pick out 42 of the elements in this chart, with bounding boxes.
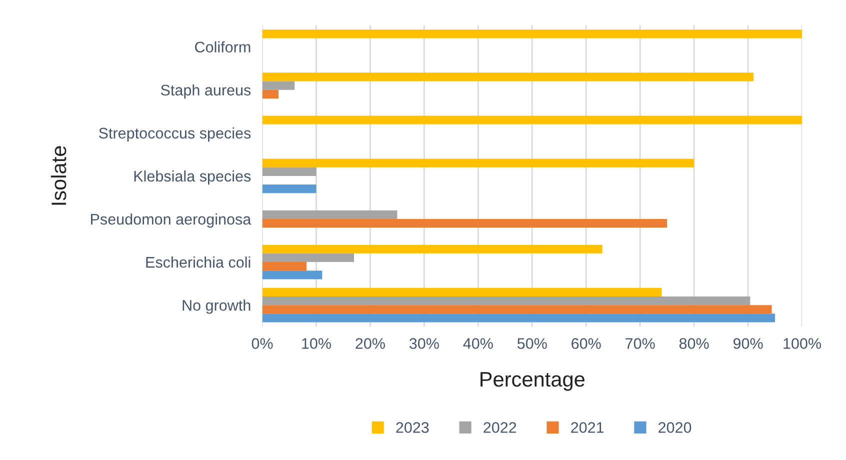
- bar: [262, 305, 772, 314]
- x-tick-label: 60%: [572, 338, 601, 349]
- bar: [262, 218, 668, 228]
- bar: [262, 30, 802, 38]
- legend-label: 2021: [571, 422, 604, 433]
- x-tick-label: 80%: [679, 338, 709, 349]
- x-tick-label: 20%: [356, 338, 385, 349]
- x-tick-label: 70%: [626, 338, 655, 349]
- legend-label: 2022: [484, 422, 516, 433]
- bar: [262, 296, 750, 306]
- bar: [262, 184, 316, 194]
- y-tick-label: Streptococcus species: [99, 127, 251, 142]
- x-tick-label: 10%: [302, 338, 331, 349]
- y-axis-title: Isolate: [50, 146, 66, 205]
- bar: [262, 72, 754, 82]
- bar: [262, 158, 694, 168]
- y-tick-label: Escherichia coli: [146, 256, 250, 268]
- y-tick-label: Klebsiala species: [134, 170, 251, 185]
- bar: [262, 167, 316, 176]
- bar: [262, 90, 278, 98]
- y-tick-label: Coliform: [195, 41, 250, 53]
- x-tick-label: 40%: [463, 338, 493, 349]
- y-tick-label: Pseudomon aeroginosa: [91, 213, 252, 228]
- x-tick-label: 30%: [409, 338, 439, 349]
- y-tick-label: Staph aureus: [160, 84, 251, 99]
- legend-label: 2020: [658, 422, 692, 433]
- bar: [262, 210, 398, 219]
- bar: [262, 116, 802, 124]
- x-tick-label: 90%: [733, 338, 763, 349]
- bar: [262, 314, 776, 322]
- bar: [262, 288, 662, 296]
- legend-label: 2023: [396, 422, 429, 433]
- bar: [262, 81, 295, 90]
- bar: [262, 244, 602, 254]
- bar: [262, 270, 322, 280]
- x-tick-label: 100%: [784, 338, 822, 349]
- x-tick-label: 50%: [517, 338, 547, 349]
- x-axis-title: Percentage: [480, 372, 584, 391]
- bar: [262, 262, 307, 271]
- y-tick-label: No growth: [182, 300, 250, 314]
- x-tick-label: 0%: [252, 338, 273, 349]
- bar: [262, 253, 354, 262]
